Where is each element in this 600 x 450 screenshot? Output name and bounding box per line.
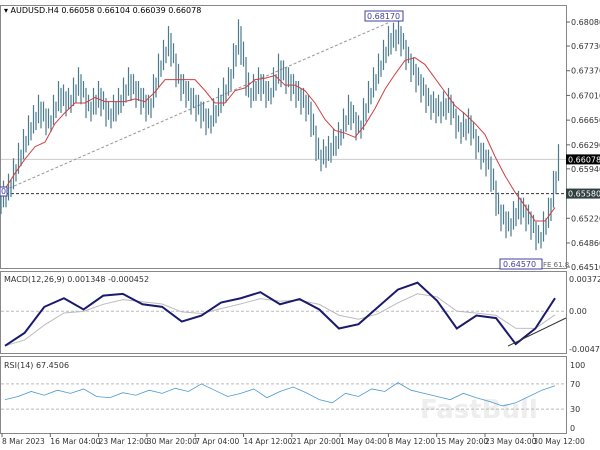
current-price-badge	[566, 154, 600, 165]
x-tick-label: 21 Apr 20:00	[292, 437, 341, 446]
x-tick-label: 15 May 20:00	[437, 437, 489, 446]
macd-trend-line	[507, 317, 567, 347]
x-tick-label: 14 Apr 12:00	[244, 437, 293, 446]
rsi-tick-label: 0	[570, 424, 575, 433]
trend-line	[4, 21, 391, 191]
panel-border-2	[0, 356, 567, 434]
x-tick-label: 8 Mar 2023	[2, 437, 45, 446]
x-tick-label: 23 Mar 12:00	[99, 437, 149, 446]
chart-title: ▾ AUDUSD.H4 0.66058 0.66104 0.66039 0.66…	[4, 6, 201, 15]
rsi-tick-label: 30	[570, 405, 580, 414]
left-label-box	[0, 186, 8, 197]
x-tick-label: 7 Apr 04:00	[195, 437, 239, 446]
current-price-label: 0.66078	[568, 155, 600, 164]
macd-tick-label: 0.003722	[569, 275, 600, 284]
x-tick-label: 16 Mar 04:00	[50, 437, 100, 446]
fib-label: FE 61.8	[543, 261, 569, 269]
high-label: 0.68170	[367, 12, 400, 21]
x-tick-label: 30 Mar 20:00	[147, 437, 197, 446]
level-badge	[566, 188, 600, 199]
moving-average-line	[4, 57, 556, 222]
low-label: 0.64570	[503, 260, 536, 269]
macd-tick-label: 0.00	[569, 307, 587, 316]
rsi-title: RSI(14) 67.4506	[4, 361, 69, 370]
panel-border-0	[0, 5, 567, 269]
macd-tick-label: -0.004716	[569, 345, 600, 354]
high-label-box	[364, 10, 404, 22]
rsi-tick-label: 70	[570, 380, 580, 389]
x-tick-label: 30 May 12:00	[533, 437, 585, 446]
macd-signal-line	[4, 293, 556, 347]
left-label: 0	[1, 187, 6, 196]
x-tick-label: 8 May 12:00	[388, 437, 435, 446]
x-tick-label: 1 May 04:00	[340, 437, 387, 446]
x-tick-label: 23 May 04:00	[485, 437, 537, 446]
rsi-line	[4, 382, 556, 407]
low-label-box	[499, 258, 543, 270]
rsi-tick-label: 100	[570, 361, 585, 370]
level-label: 0.65580	[568, 190, 600, 199]
panel-border-1	[0, 271, 567, 354]
macd-line	[4, 281, 556, 347]
watermark: FastBull	[420, 395, 538, 425]
macd-title: MACD(12,26,9) 0.001348 -0.000452	[4, 275, 149, 284]
